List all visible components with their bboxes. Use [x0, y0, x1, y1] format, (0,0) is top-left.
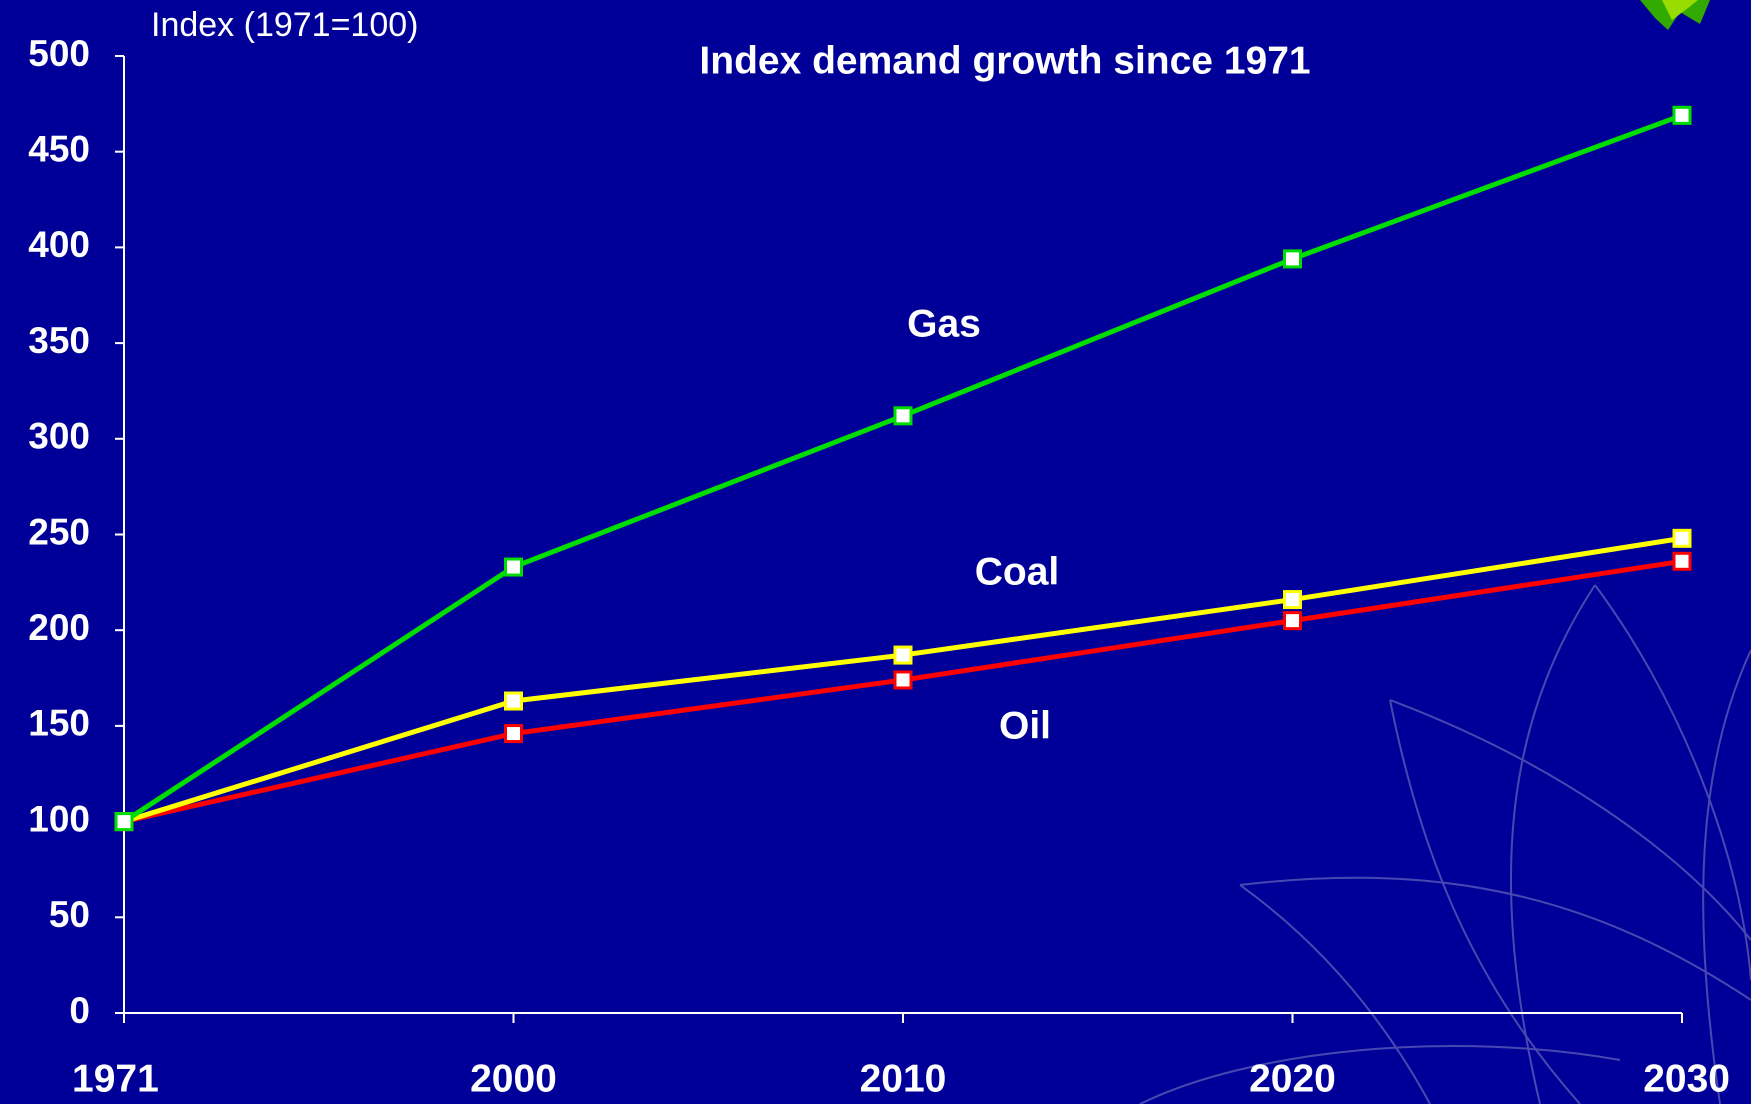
data-point — [506, 559, 522, 575]
data-point — [116, 814, 132, 830]
y-tick-label: 0 — [69, 990, 90, 1031]
y-tick-label: 150 — [28, 703, 90, 744]
data-point — [1285, 613, 1301, 629]
data-point — [506, 726, 522, 742]
x-tick-label: 2000 — [470, 1057, 557, 1100]
series-label: Gas — [907, 302, 981, 345]
y-axis-label: Index (1971=100) — [151, 6, 418, 44]
y-tick-label: 300 — [28, 416, 90, 457]
y-tick-label: 450 — [28, 128, 90, 169]
chart-title: Index demand growth since 1971 — [699, 39, 1310, 82]
y-tick-label: 500 — [28, 33, 90, 74]
data-point — [1674, 553, 1690, 569]
y-tick-label: 200 — [28, 607, 90, 648]
data-point — [895, 672, 911, 688]
y-tick-label: 350 — [28, 320, 90, 361]
x-tick-label: 2020 — [1249, 1057, 1336, 1100]
data-point — [895, 647, 911, 663]
y-tick-label: 250 — [28, 511, 90, 552]
y-tick-label: 400 — [28, 224, 90, 265]
data-point — [506, 693, 522, 709]
y-tick-label: 100 — [28, 798, 90, 839]
chart: Index (1971=100) Index demand growth sin… — [0, 0, 1751, 1104]
page: {"chart_data": {"type": "line", "title":… — [0, 0, 1751, 1104]
background — [0, 0, 1751, 1104]
x-tick-label: 2030 — [1643, 1057, 1730, 1100]
x-tick-label: 1971 — [72, 1057, 159, 1100]
series-label: Oil — [999, 704, 1051, 747]
y-tick-label: 50 — [49, 894, 90, 935]
series-label: Coal — [975, 550, 1060, 593]
x-tick-label: 2010 — [860, 1057, 947, 1100]
data-point — [1674, 107, 1690, 123]
data-point — [895, 408, 911, 424]
data-point — [1285, 251, 1301, 267]
data-point — [1285, 592, 1301, 608]
data-point — [1674, 530, 1690, 546]
